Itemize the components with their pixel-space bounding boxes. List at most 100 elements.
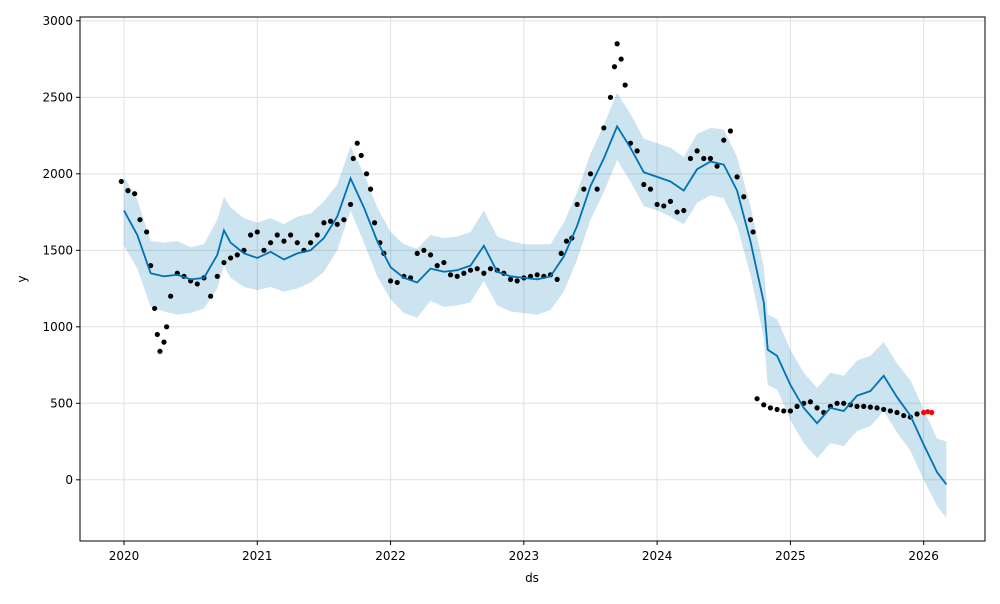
observed-point [841,400,847,406]
y-tick-label: 1500 [42,243,73,257]
forecast-line [123,124,948,485]
observed-point [347,201,354,208]
observed-point [661,203,667,209]
x-axis-label: ds [525,571,539,585]
observed-point [154,331,160,338]
observed-point [741,194,747,200]
y-axis-label: y [15,275,29,282]
observed-point [861,403,867,409]
observed-point [387,278,394,284]
observed-point [274,232,280,238]
observed-point [774,406,780,413]
observed-point [794,403,800,409]
observed-point [208,293,214,299]
observed-point [287,232,294,238]
observed-point [707,155,714,162]
observed-point [734,174,740,180]
observed-point [534,272,540,278]
observed-point [461,270,467,276]
observed-point [367,186,374,192]
observed-point [354,140,360,146]
uncertainty-band [123,92,947,519]
y-tick-label: 3000 [42,14,73,28]
observed-point [144,229,150,235]
observed-point [667,198,674,204]
observed-point [394,279,400,286]
observed-point [901,412,907,419]
observed-point [874,405,880,411]
observed-point [787,408,794,414]
observed-point [814,405,820,411]
observed-point [132,191,138,197]
observed-point [914,411,920,417]
observed-point [674,209,680,215]
observed-point [622,82,628,88]
observed-point [694,148,700,154]
recent-point [921,409,927,416]
observed-point [854,403,860,409]
observed-point [467,267,474,273]
y-tick-label: 2500 [42,90,73,104]
observed-point [581,186,587,192]
observed-point [414,250,420,256]
x-tick-label: 2025 [775,549,806,563]
x-tick-label: 2026 [908,549,939,563]
observed-point [654,201,660,208]
observed-point [164,324,170,330]
observed-point [611,64,618,70]
observed-point [681,207,687,214]
recent-point [925,409,931,415]
observed-point [341,217,347,223]
observed-point [371,220,378,226]
observed-point [267,240,274,246]
observed-point [307,240,314,246]
observed-point [254,229,260,235]
observed-point [761,402,767,408]
observed-point [894,409,900,416]
observed-point [807,399,813,405]
observed-point [834,400,840,406]
y-tick-label: 500 [50,396,73,410]
observed-point [363,171,370,177]
observed-point [248,232,254,238]
x-tick-label: 2021 [242,549,273,563]
observed-point [161,339,167,345]
observed-point [867,404,873,410]
observed-point [321,220,327,226]
observed-point [767,405,774,411]
observed-point [781,408,787,414]
observed-point [137,217,143,223]
observed-point [721,137,727,143]
observed-point [281,238,287,244]
observed-point [507,276,514,282]
observed-point [887,408,893,414]
observed-point [434,263,440,269]
observed-point [487,266,494,272]
plot-frame [79,16,986,542]
observed-point [221,259,227,266]
observed-point [294,240,300,246]
observed-point [614,41,620,47]
observed-point [601,125,607,131]
observed-point [634,148,640,154]
x-tick-label: 2023 [509,549,540,563]
y-tick-label: 2000 [42,167,73,181]
observed-point [427,252,434,258]
observed-point [750,229,756,235]
observed-point [747,217,754,223]
observed-point [441,259,447,266]
observed-point [350,155,356,162]
observed-point [481,270,487,276]
observed-point [881,406,887,413]
observed-point [118,178,124,185]
observed-point [125,188,131,194]
observed-point [421,247,427,253]
observed-point [618,56,624,62]
observed-point [358,152,364,159]
observed-point [168,293,174,299]
observed-point [714,163,720,169]
observed-point [228,255,234,261]
observed-point [314,232,320,238]
